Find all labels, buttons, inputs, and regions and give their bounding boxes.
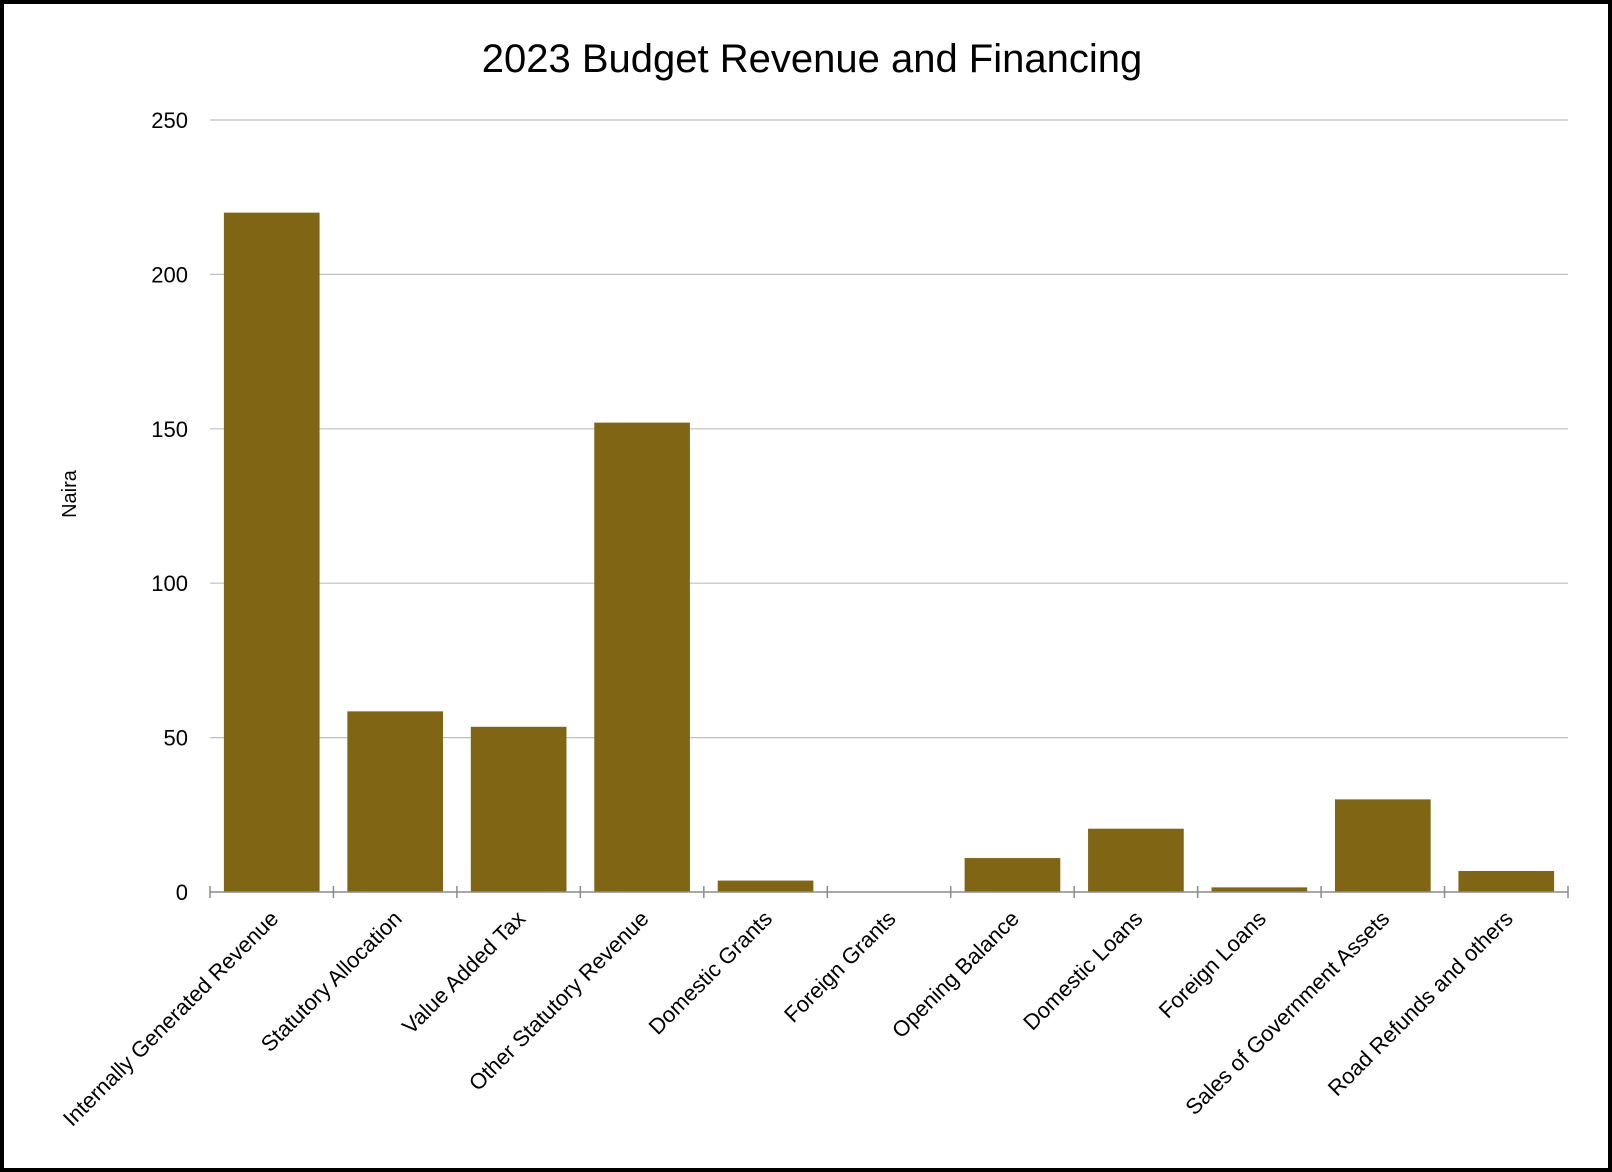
bar-chart: 2023 Budget Revenue and Financing Naira … <box>58 37 1569 1131</box>
x-axis <box>209 886 1569 898</box>
bar <box>347 711 444 892</box>
y-tick-label: 150 <box>151 417 188 442</box>
y-axis-label: Naira <box>59 469 81 518</box>
y-tick-label: 0 <box>176 880 188 905</box>
x-category-label: Foreign Loans <box>1154 906 1271 1023</box>
bar <box>1211 887 1308 892</box>
bars <box>223 212 1555 892</box>
bar <box>1334 799 1431 892</box>
chart-title: 2023 Budget Revenue and Financing <box>482 37 1143 81</box>
bar <box>470 726 567 892</box>
x-category-label: Foreign Grants <box>779 906 900 1027</box>
y-tick-label: 250 <box>151 108 188 133</box>
x-category-label: Value Added Tax <box>397 906 530 1039</box>
x-category-label: Domestic Grants <box>644 906 778 1040</box>
bar <box>1088 828 1184 892</box>
x-category-label: Sales of Government Assets <box>1180 906 1394 1120</box>
chart-frame: 2023 Budget Revenue and Financing Naira … <box>4 4 1608 1168</box>
x-category-label: Opening Balance <box>887 906 1024 1043</box>
y-tick-label: 200 <box>151 262 188 287</box>
x-category-label: Statutory Allocation <box>256 906 407 1057</box>
y-tick-labels: 0 50 100 150 200 250 <box>151 108 188 905</box>
x-category-label: Domestic Loans <box>1018 906 1147 1035</box>
bar <box>964 858 1061 892</box>
x-category-label: Internally Generated Revenue <box>58 906 283 1131</box>
y-tick-label: 50 <box>164 726 188 751</box>
y-tick-label: 100 <box>151 571 188 596</box>
bar <box>223 212 320 892</box>
bar <box>717 880 814 892</box>
gridlines <box>210 119 1568 739</box>
bar <box>594 422 690 892</box>
bar <box>1458 871 1555 892</box>
